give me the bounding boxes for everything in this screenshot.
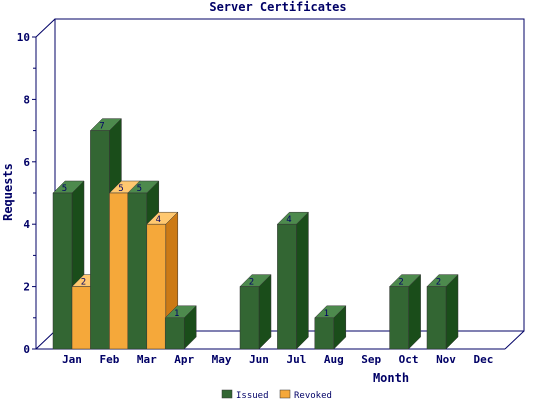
bar-side: [445, 273, 459, 350]
bar-front: [277, 223, 297, 350]
data-label: 5: [118, 184, 123, 194]
data-label: 5: [137, 184, 142, 194]
y-tick-label: 10: [17, 31, 30, 44]
bar-front: [127, 192, 148, 350]
legend-label-revoked: Revoked: [294, 391, 332, 400]
bar-series: 5 2 7 5 5 4 1 2 4 1 2 2: [52, 117, 459, 350]
data-label: 1: [324, 309, 329, 319]
x-tick-label: Dec: [473, 353, 493, 366]
bar-issued-aug: 1: [314, 305, 347, 350]
data-label: 5: [62, 184, 67, 194]
x-tick-label: Aug: [324, 353, 344, 366]
x-tick-label: Nov: [436, 353, 456, 366]
x-tick-label: Mar: [137, 353, 157, 366]
x-axis-ticks: Jan Feb Mar Apr May Jun Jul Aug Sep Oct Nov Dec: [62, 353, 493, 366]
x-tick-label: Sep: [361, 353, 381, 366]
x-axis-label: Month: [373, 371, 409, 385]
legend: Issued Revoked: [221, 389, 332, 400]
data-label: 4: [156, 215, 161, 225]
bar-issued-jul: 4: [276, 211, 310, 350]
bar-front: [164, 317, 185, 350]
bar-front: [314, 317, 335, 350]
bar-front: [109, 192, 129, 350]
bar-issued-jan: 5: [52, 180, 85, 350]
legend-swatch-revoked: [279, 389, 291, 399]
data-label: 7: [99, 122, 104, 132]
y-tick-label: 4: [23, 218, 30, 231]
y-tick-label: 6: [23, 156, 30, 169]
x-tick-label: Jun: [249, 353, 269, 366]
frame-edge: [35, 330, 56, 350]
bar-issued-oct: 2: [388, 273, 422, 350]
x-tick-label: Oct: [399, 353, 419, 366]
bar-front: [71, 286, 92, 350]
bar-front: [426, 286, 447, 350]
bar-front: [146, 223, 167, 350]
y-tick-label: 8: [23, 93, 30, 106]
data-label: 2: [436, 278, 441, 288]
bar-side: [408, 273, 421, 350]
data-label: 2: [249, 278, 254, 288]
data-label: 2: [81, 278, 86, 288]
frame-edge: [504, 330, 525, 350]
x-tick-label: May: [212, 353, 232, 366]
x-tick-label: Feb: [99, 353, 119, 366]
data-label: 1: [174, 309, 179, 319]
bar-front: [389, 286, 409, 350]
frame-edge: [35, 18, 56, 38]
bar-front: [239, 286, 260, 350]
bar-issued-jun: 2: [239, 273, 272, 350]
bar-issued-nov: 2: [426, 273, 459, 350]
x-tick-label: Jul: [286, 353, 306, 366]
legend-swatch-issued: [221, 389, 233, 399]
data-label: 2: [398, 278, 403, 288]
bar-issued-apr: 1: [164, 305, 197, 350]
bar-side: [296, 211, 309, 350]
bar-front: [90, 130, 110, 350]
y-tick-label: 2: [23, 281, 30, 294]
legend-label-issued: Issued: [236, 391, 269, 400]
y-axis-ticks: 0 2 4 6 8 10: [17, 31, 36, 356]
bar-side: [258, 273, 272, 350]
x-tick-label: Apr: [174, 353, 194, 366]
y-axis-label: Requests: [1, 163, 15, 221]
bar-front: [52, 192, 73, 350]
x-tick-label: Jan: [62, 353, 82, 366]
chart-title: Server Certificates: [209, 0, 346, 14]
y-tick-label: 0: [23, 343, 30, 356]
data-label: 4: [286, 215, 291, 225]
